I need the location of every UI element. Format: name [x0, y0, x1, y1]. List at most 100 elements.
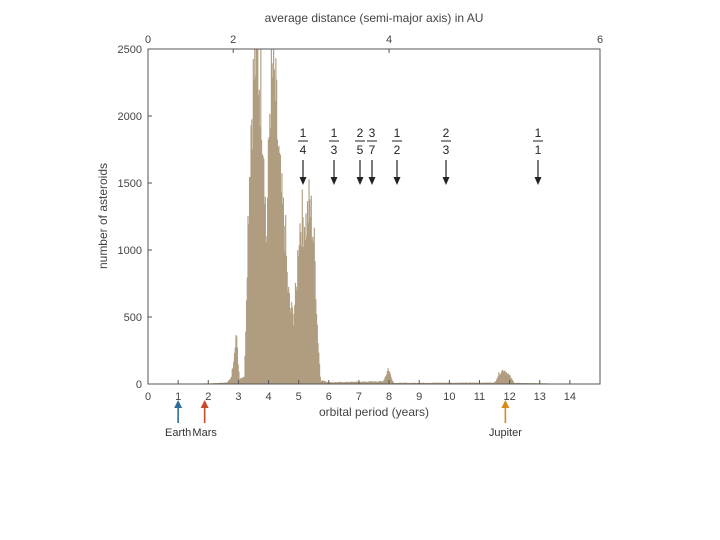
histogram-bar	[295, 286, 297, 384]
resonance-arrow-head	[393, 177, 401, 185]
y-axis-title: number of asteroids	[96, 163, 110, 269]
histogram-bar	[358, 381, 361, 384]
histogram-bar	[221, 382, 223, 384]
histogram-bar	[434, 382, 436, 384]
x-tick-label: 14	[564, 391, 576, 403]
histogram-bar	[245, 300, 248, 384]
histogram-bar	[323, 380, 325, 384]
histogram-bar	[338, 381, 340, 384]
histogram-bar	[292, 325, 294, 384]
histogram-bar	[366, 381, 368, 384]
histogram-bar	[415, 382, 417, 384]
histogram-bar	[390, 376, 392, 384]
resonance-denominator: 3	[331, 143, 338, 157]
histogram-bar	[361, 381, 363, 384]
histogram-bar	[234, 347, 236, 384]
histogram-bar	[348, 382, 350, 384]
histogram-bar	[433, 382, 435, 384]
histogram-bar	[480, 382, 482, 384]
histogram-bar	[406, 382, 408, 384]
histogram-bar	[238, 371, 240, 384]
histogram-bar	[420, 382, 422, 384]
histogram-bar	[306, 236, 308, 384]
resonance-denominator: 5	[357, 143, 364, 157]
histogram-bar	[491, 382, 493, 384]
resonance-denominator: 7	[369, 143, 376, 157]
x-tick-label: 5	[296, 391, 302, 403]
histogram-bar	[273, 49, 275, 384]
histogram-bar	[483, 382, 485, 384]
histogram-bar	[517, 382, 520, 384]
histogram-bar	[353, 381, 355, 384]
y-tick-label: 0	[136, 379, 142, 391]
histogram-bar	[408, 382, 410, 384]
histogram-bar	[309, 199, 311, 384]
histogram-bar	[326, 382, 328, 384]
histogram-bar	[271, 63, 273, 385]
histogram-bar	[352, 381, 354, 384]
histogram-bar	[459, 382, 462, 384]
histogram-bar	[389, 374, 391, 384]
resonance-arrow-head	[368, 177, 376, 185]
histogram-bar	[313, 227, 315, 384]
histogram-bar	[488, 382, 490, 384]
histogram-bar	[331, 382, 333, 384]
histogram-bar	[300, 232, 302, 384]
histogram-bar	[280, 191, 282, 384]
histogram-bar	[305, 213, 307, 384]
histogram-bar	[517, 382, 519, 384]
histogram-bar	[380, 381, 382, 384]
histogram-bar	[411, 382, 413, 384]
top-tick-label: 2	[230, 34, 236, 46]
resonance-numerator: 2	[357, 126, 364, 140]
histogram-bar	[486, 382, 488, 384]
histogram-bar	[340, 381, 343, 384]
histogram-bar	[370, 381, 372, 384]
histogram-bar	[322, 380, 324, 384]
histogram-bar	[346, 382, 349, 384]
histogram-bar	[456, 382, 458, 384]
histogram-bar	[324, 380, 326, 384]
histogram-bar	[462, 382, 465, 384]
histogram-bar	[283, 225, 285, 384]
histogram-bar	[481, 382, 483, 384]
histogram-bar	[279, 154, 281, 384]
histogram-bar	[242, 377, 245, 384]
histogram-bar	[231, 369, 233, 384]
histogram-bar	[334, 382, 336, 384]
histogram-bar	[451, 382, 453, 384]
histogram-bar	[291, 302, 293, 384]
histogram-bar	[374, 381, 376, 384]
histogram-bar	[403, 382, 405, 384]
histogram-bar	[374, 381, 376, 384]
plot-frame	[147, 48, 601, 385]
histogram-bar	[320, 380, 322, 384]
histogram-bar	[300, 246, 303, 384]
histogram-bar	[462, 382, 464, 384]
histogram-bar	[286, 271, 288, 384]
histogram-bar	[369, 381, 371, 384]
histogram-bar	[412, 382, 414, 384]
histogram-bar	[476, 382, 478, 384]
x-tick-label: 10	[443, 391, 455, 403]
histogram-bar	[343, 382, 345, 384]
histogram-bar	[365, 381, 367, 384]
histogram-bar	[230, 378, 232, 384]
histogram-bar	[471, 382, 473, 384]
histogram-bar	[282, 203, 284, 384]
histogram-bar	[450, 382, 452, 384]
x-axis: 0 1 2 3 4 5 6 7 8 9 10 11 12 13 14	[145, 380, 576, 403]
top-tick-label: 6	[597, 34, 603, 46]
histogram-bar	[360, 382, 362, 384]
resonance-numerator: 2	[443, 126, 450, 140]
histogram-bar	[228, 380, 230, 384]
histogram-bar	[230, 376, 233, 384]
histogram-bar	[221, 382, 223, 384]
histogram-bar	[337, 382, 339, 384]
histogram-bar	[333, 382, 335, 384]
x-tick-label: 4	[265, 391, 271, 403]
histogram-bar	[477, 382, 480, 384]
histogram-bar	[456, 382, 459, 384]
resonance-numerator: 1	[331, 126, 338, 140]
